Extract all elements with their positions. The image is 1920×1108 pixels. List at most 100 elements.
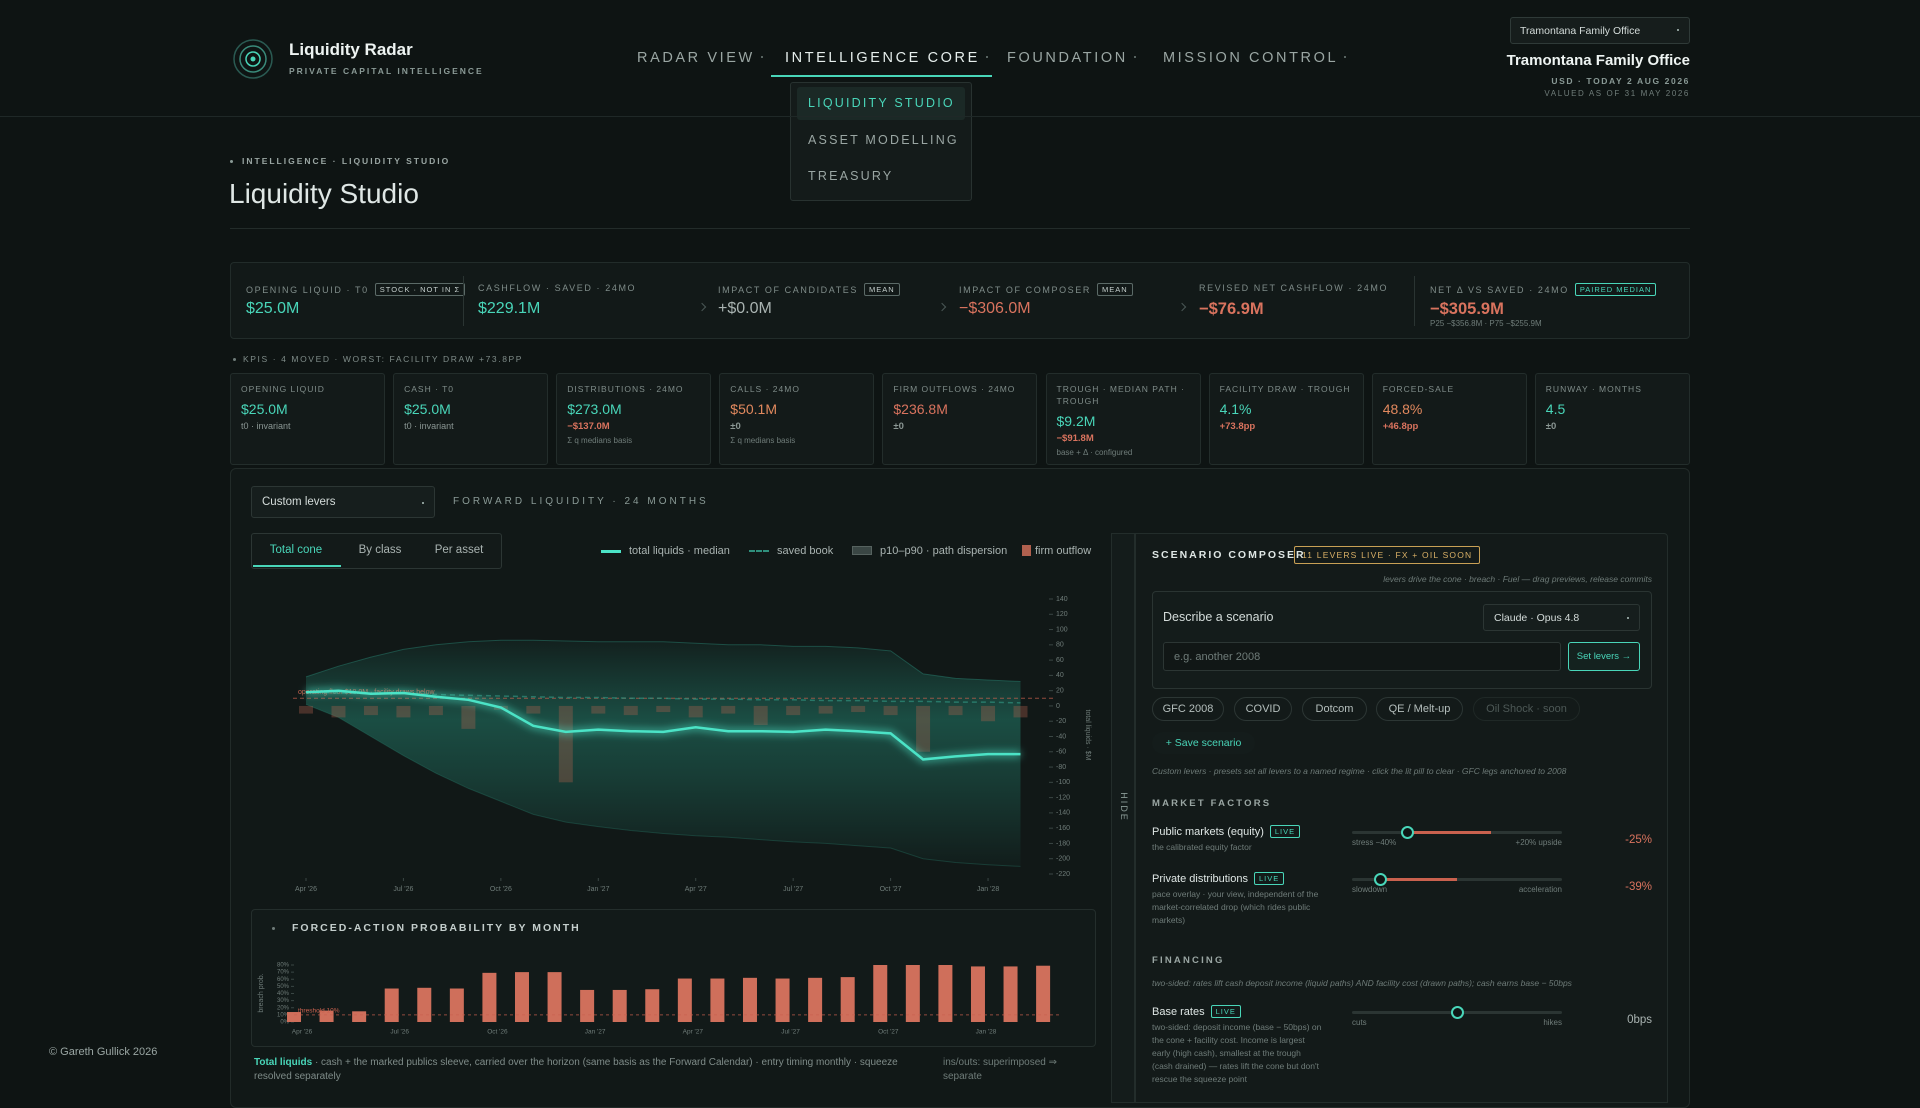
legend-label[interactable]: firm outflow [1035,545,1092,557]
page-title: Liquidity Studio [229,178,419,209]
slider-knob[interactable] [1374,873,1387,886]
nav-dot [760,56,763,58]
kpi-label: OPENING LIQUID [241,384,325,394]
caret [422,502,424,504]
forced-panel [251,909,1096,1047]
dot [230,160,233,163]
kpi-note: Σ q medians basis [730,436,796,445]
logo [233,39,273,79]
kpi-value: $50.1M [730,401,777,417]
lever-label: Public markets (equity) LIVE [1152,825,1301,838]
dropdown-item[interactable]: TREASURY [808,169,894,183]
legend-label[interactable]: p10–p90 · path dispersion [880,545,1008,557]
tab[interactable]: By class [358,544,402,556]
summary-label-text: REVISED NET CASHFLOW · 24MO [1199,283,1389,293]
tab[interactable]: Total cone [269,544,323,556]
kpi-value: 4.5 [1545,401,1566,417]
kpi-delta: t0 · invariant [404,421,454,431]
legend-swatch [1022,545,1031,556]
breadcrumb: INTELLIGENCE · LIQUIDITY STUDIO [242,156,451,166]
lever-label-text: Base rates [1152,1006,1205,1018]
summary-label-text: OPENING LIQUID · T0 [246,285,369,295]
account-name: Tramontana Family Office [1506,52,1690,69]
lever-note: pace overlay · your view, independent of… [1152,889,1319,925]
kpi-delta: ±0 [730,421,741,432]
valued-line: VALUED AS OF 31 MAY 2026 [1544,89,1690,98]
kpi-value: 4.1% [1219,401,1252,417]
save-scenario[interactable]: + Save scenario [1152,732,1255,754]
summary-label: NET Δ VS SAVED · 24MO PAIRED MEDIAN [1430,283,1657,296]
summary-divider [1414,276,1415,326]
kpi-delta: ±0 [893,421,904,432]
currency-line: USD · TODAY 2 AUG 2026 [1551,76,1690,86]
nav-item[interactable]: INTELLIGENCE CORE [785,50,988,66]
legend-label[interactable]: saved book [777,545,834,557]
kpi-label: FORCED-SALE [1382,384,1455,394]
forced-title: FORCED-ACTION PROBABILITY BY MONTH [292,922,581,934]
caret [1627,617,1629,619]
kpi-value: $236.8M [893,401,948,417]
summary-label-text: IMPACT OF CANDIDATES [718,285,859,295]
account-select-text: Tramontana Family Office [1520,25,1641,37]
dropdown-item[interactable]: LIQUIDITY STUDIO [808,96,955,110]
summary-badge: MEAN [864,283,900,296]
kpi-card: CALLS · 24MO $50.1M ±0 Σ q medians basis [719,373,875,465]
summary-label-text: IMPACT OF COMPOSER [959,285,1091,295]
slider-min: slowdown [1352,885,1388,894]
slider-knob[interactable] [1401,826,1414,839]
brand: Liquidity Radar [289,40,413,59]
kpi-delta: ±0 [1545,421,1557,432]
preset-note: Custom levers · presets set all levers t… [1152,766,1567,776]
footnote-aside: ins/outs: superimposed ⇒ separate [943,1057,1057,1082]
kpi-card: CASH · T0 $25.0M t0 · invariant [393,373,549,465]
dropdown-item[interactable]: ASSET MODELLING [808,133,959,147]
tab[interactable]: Per asset [434,544,484,556]
caret [1677,29,1679,31]
legend-label[interactable]: total liquids · median [629,545,730,557]
nav-item[interactable]: MISSION CONTROL [1163,50,1347,66]
nav-dot [1133,56,1136,58]
kpi-delta: −$137.0M [567,421,610,432]
tab-underline [253,565,341,567]
account-select[interactable]: Tramontana Family Office [1510,17,1690,44]
preset-chip[interactable]: Dotcom [1302,697,1367,721]
nav-item[interactable]: RADAR VIEW [637,50,763,66]
kpi-label: FIRM OUTFLOWS · 24MO [893,384,1016,394]
describe-label: Describe a scenario [1163,610,1274,624]
slider-max: hikes [1543,1018,1562,1027]
tagline: PRIVATE CAPITAL INTELLIGENCE [289,66,484,76]
hide-strip[interactable] [1111,533,1135,1103]
model-select[interactable]: Claude · Opus 4.8 [1483,604,1640,631]
footnote: Total liquids · cash + the marked public… [254,1056,934,1084]
lever-label: Base rates LIVE [1152,1005,1241,1018]
summary-value: $229.1M [478,300,541,317]
summary-strip [230,262,1690,339]
lever-select-text: Custom levers [262,496,336,508]
dot [272,927,275,930]
section-note: two-sided: rates lift cash deposit incom… [1152,978,1572,988]
nav-dot [985,56,988,58]
footnote-lead: Total liquids [254,1057,313,1068]
slider-knob[interactable] [1451,1006,1464,1019]
scenario-input[interactable]: e.g. another 2008 [1163,642,1561,671]
set-levers-button[interactable]: Set levers → [1568,642,1640,671]
hide-label[interactable]: HIDE [1118,792,1129,822]
summary-label: REVISED NET CASHFLOW · 24MO [1199,283,1388,293]
lever-select[interactable]: Custom levers [251,486,435,518]
preset-chip[interactable]: QE / Melt-up [1376,697,1463,721]
placeholder: e.g. another 2008 [1174,651,1261,663]
summary-label: OPENING LIQUID · T0 STOCK · NOT IN Σ [246,283,466,296]
kpi-label: FACILITY DRAW · TROUGH [1219,384,1351,394]
lever-badge: LIVE [1210,1005,1241,1018]
page: Liquidity Radar PRIVATE CAPITAL INTELLIG… [0,17,1920,1108]
kpi-card: DISTRIBUTIONS · 24MO $273.0M −$137.0M Σ q m… [556,373,712,465]
kpi-card: OPENING LIQUID $25.0M t0 · invariant [230,373,385,465]
kpi-delta: +46.8pp [1382,421,1419,432]
slider-track[interactable] [1352,878,1562,881]
kpi-delta: +73.8pp [1219,421,1256,432]
lever-label: Private distributions LIVE [1152,872,1285,885]
header-border [0,116,1920,117]
preset-chip[interactable]: COVID [1234,697,1292,721]
preset-chip[interactable]: GFC 2008 [1152,697,1224,721]
nav-item[interactable]: FOUNDATION [1007,50,1136,66]
